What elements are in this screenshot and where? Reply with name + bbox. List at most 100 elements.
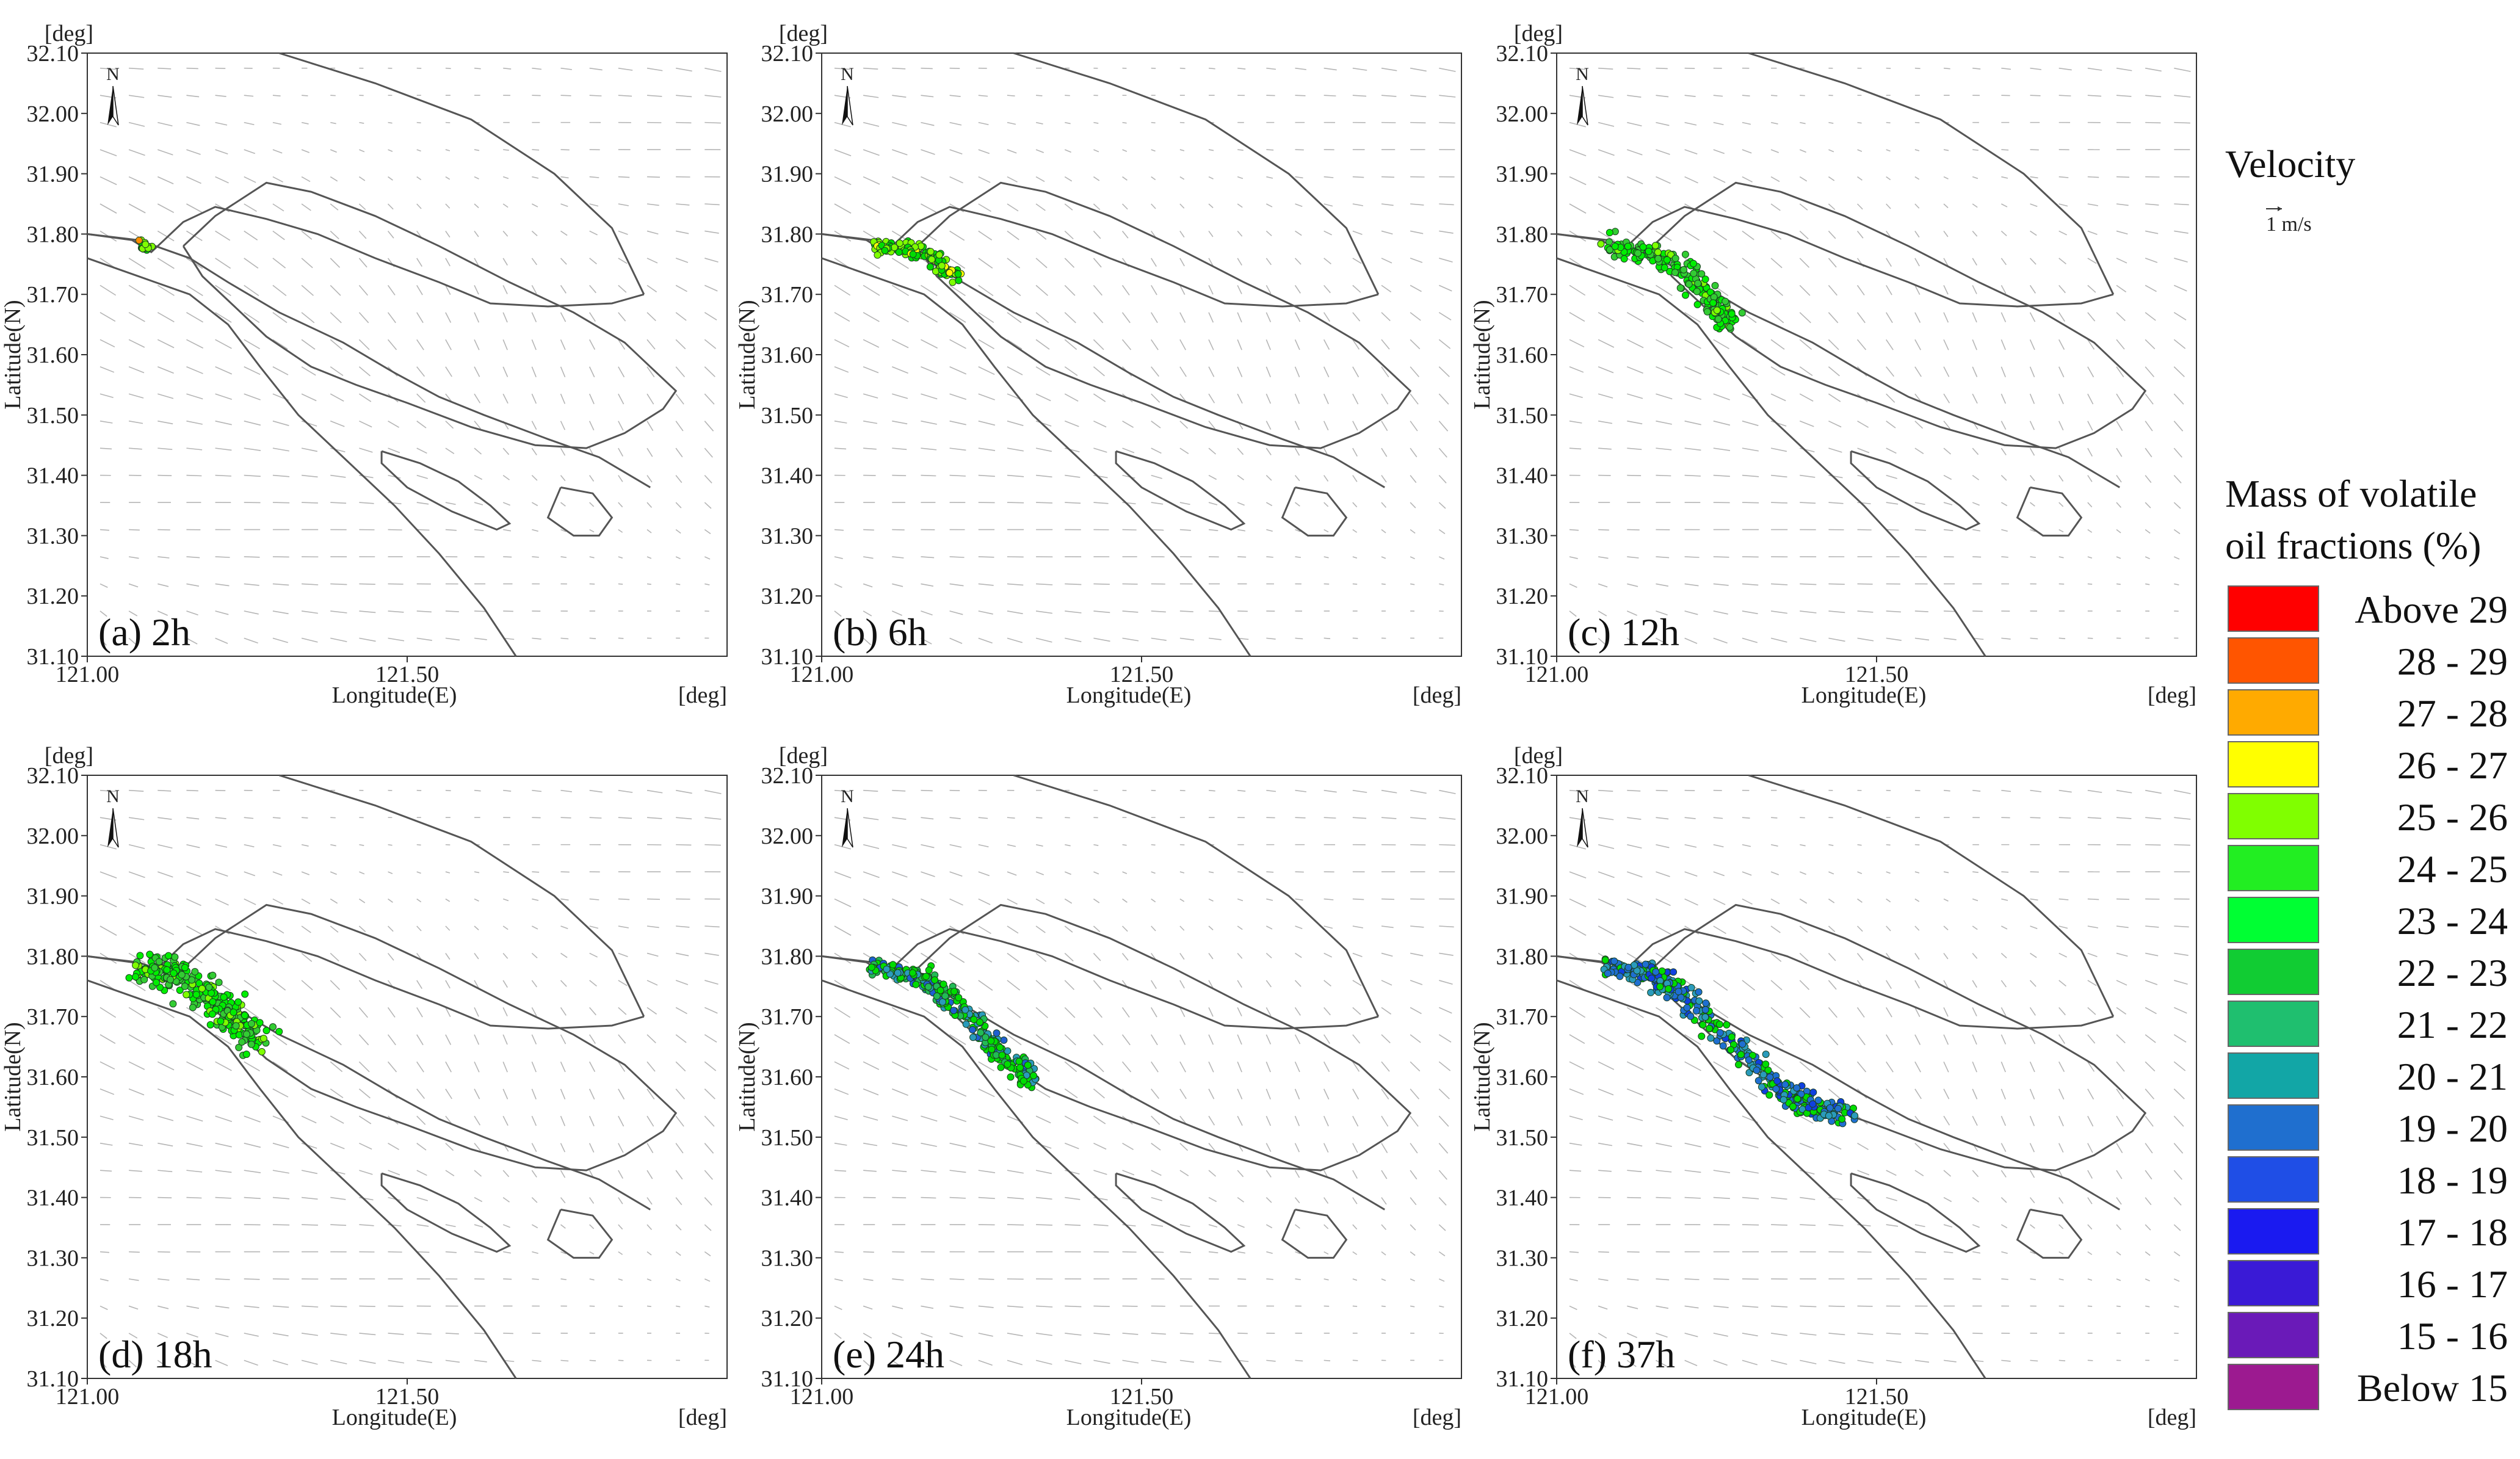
velocity-arrow: [834, 284, 851, 296]
oil-particle: [874, 251, 882, 259]
velocity-arrow: [359, 149, 365, 153]
oil-particle: [1739, 1040, 1747, 1048]
velocity-arrow: [1626, 1333, 1637, 1338]
panel-label: (d) 18h: [98, 1333, 212, 1376]
velocity-arrow: [1943, 312, 1949, 323]
velocity-arrow: [1656, 95, 1669, 98]
y-axis-label: Latitude(N): [0, 300, 26, 409]
legend-label: 23 - 24: [2397, 899, 2508, 943]
velocity-arrow: [676, 67, 692, 72]
velocity-arrow: [2173, 284, 2187, 292]
velocity-arrow: [1656, 1170, 1672, 1173]
velocity-arrow: [560, 817, 571, 819]
velocity-arrow: [1799, 284, 1811, 296]
velocity-arrow: [1007, 339, 1023, 350]
velocity-arrow: [1323, 1115, 1329, 1127]
velocity-arrow: [2173, 1251, 2181, 1256]
velocity-arrow: [1035, 925, 1046, 933]
velocity-arrow: [2116, 284, 2127, 292]
velocity-arrow: [330, 637, 347, 642]
velocity-arrow: [1093, 871, 1099, 875]
oil-particle: [242, 1051, 250, 1058]
velocity-arrow: [863, 1115, 878, 1121]
velocity-arrow: [128, 203, 146, 214]
velocity-arrow: [1771, 817, 1778, 819]
oil-particle: [939, 998, 946, 1006]
velocity-arrow: [1569, 1359, 1576, 1368]
velocity-arrow: [330, 312, 342, 324]
velocity-arrow: [445, 1170, 455, 1176]
velocity-arrow: [1237, 1061, 1242, 1073]
velocity-arrow: [1035, 474, 1052, 478]
velocity-arrow: [949, 258, 966, 269]
velocity-arrow: [1569, 1278, 1578, 1281]
velocity-arrow: [2174, 1305, 2179, 1308]
velocity-arrow: [2173, 1197, 2182, 1206]
velocity-arrow: [157, 1061, 175, 1071]
y-tick-label: 31.30: [27, 523, 79, 549]
velocity-arrow: [1569, 1088, 1584, 1095]
y-tick-label: 32.00: [1496, 101, 1549, 127]
oil-particle: [894, 969, 902, 977]
velocity-arrow: [244, 1007, 259, 1019]
velocity-arrow: [1914, 1143, 1924, 1151]
velocity-arrow: [2173, 1061, 2186, 1071]
velocity-arrow: [2145, 339, 2156, 350]
legend-swatch: [2228, 949, 2319, 995]
velocity-arrow: [1914, 312, 1921, 323]
velocity-arrow: [186, 1305, 200, 1309]
velocity-arrow: [445, 871, 451, 874]
x-axis-label: Longitude(E): [1801, 682, 1927, 708]
velocity-arrow: [1626, 203, 1644, 213]
velocity-arrow: [186, 420, 203, 425]
velocity-arrow: [1035, 1142, 1052, 1149]
oil-particle: [909, 969, 917, 977]
velocity-arrow: [301, 284, 314, 296]
oil-particle: [178, 971, 186, 979]
coastline: [87, 206, 645, 308]
velocity-arrow: [589, 556, 595, 559]
velocity-arrow: [2001, 176, 2008, 179]
velocity-arrow: [1352, 817, 1367, 819]
velocity-arrow: [388, 610, 404, 613]
velocity-arrow: [1943, 1061, 1949, 1073]
velocity-arrow: [100, 447, 112, 450]
velocity-arrow: [1598, 312, 1615, 322]
oil-particle: [926, 263, 934, 271]
velocity-arrow: [949, 366, 967, 375]
velocity-arrow: [1656, 583, 1669, 587]
velocity-arrow: [1410, 203, 1424, 206]
velocity-arrow: [1265, 366, 1271, 377]
velocity-arrow: [1598, 393, 1613, 399]
velocity-arrow: [157, 898, 174, 907]
velocity-arrow: [1886, 1143, 1896, 1151]
velocity-arrow: [1800, 447, 1815, 452]
velocity-arrow: [618, 898, 630, 900]
y-tick-label: 31.90: [27, 884, 79, 910]
velocity-arrow: [157, 1333, 168, 1338]
legend-swatch: [2228, 1260, 2319, 1306]
velocity-arrow: [1007, 258, 1021, 269]
velocity-arrow: [1598, 447, 1612, 450]
velocity-arrow: [921, 844, 935, 849]
velocity-arrow: [445, 1224, 456, 1228]
velocity-arrow: [1352, 203, 1363, 206]
velocity-arrow: [618, 817, 632, 819]
velocity-arrow: [1914, 1007, 1921, 1017]
velocity-arrow: [1598, 1170, 1612, 1172]
velocity-arrow: [301, 1333, 318, 1336]
oil-particle: [1645, 247, 1653, 255]
mass-legend-title-2: oil fractions (%): [2225, 524, 2481, 567]
velocity-arrow: [1857, 149, 1863, 152]
coastline: [1748, 774, 2115, 1017]
velocity-arrow: [1065, 1197, 1081, 1200]
oil-particle: [1695, 988, 1703, 996]
velocity-arrow: [675, 1251, 681, 1256]
velocity-arrow: [215, 284, 231, 297]
velocity-arrow: [863, 447, 877, 450]
legend-swatch: [2228, 1312, 2319, 1358]
velocity-arrow: [1626, 952, 1644, 964]
velocity-arrow: [1237, 366, 1243, 377]
velocity-arrow: [2087, 1251, 2093, 1255]
velocity-arrow: [1121, 1034, 1131, 1046]
